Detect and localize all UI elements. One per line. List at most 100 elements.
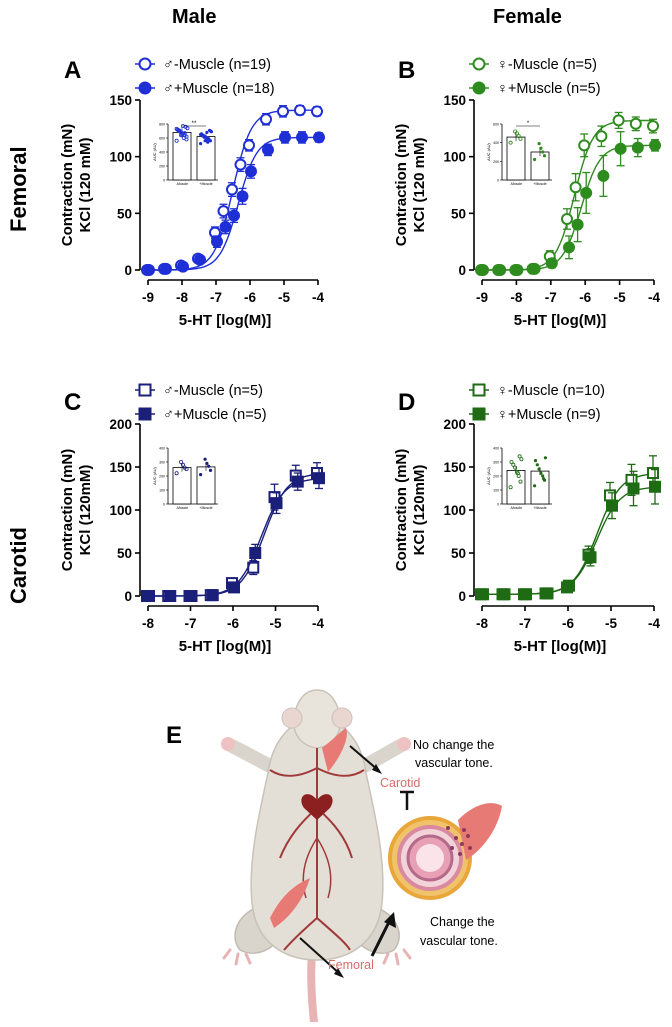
inset-point [182,131,187,136]
x-tick-label: -7 [519,616,531,631]
neck-muscle [322,728,347,772]
left-front-arm [225,739,277,773]
inset-y-tick-label: 300 [159,461,165,465]
panel-e-illustration [200,688,640,1026]
data-point [294,104,306,117]
y-axis-label-line1: Contraction (mN) [393,124,410,247]
y-tick-label: 150 [443,93,466,108]
data-point [234,158,247,171]
perivascular-muscle [458,803,502,860]
inset-category-label: -Muscle [510,182,522,186]
data-point [228,209,240,222]
inset-y-tick-label: 100 [159,489,165,493]
chart-d: D 0 50 100 150 200 -8 -7 -6 -5 -4 5-HT [log(M)] Cont… [393,383,661,655]
inset-bar [196,466,216,505]
panel-a: A 0 50 100 150 -9 -8 -7 -6 -5 -4 5-HT [log(M)] Contr… [48,50,338,350]
inset-point [207,137,211,141]
y-tick-label: 50 [451,206,466,221]
data-point [160,262,172,275]
data-point [164,590,177,602]
data-point [545,257,558,270]
legend-marker [138,81,152,95]
chart-b: B 0 50 100 150 -9 -8 -7 -6 -5 -4 5-HT [log(M)] Contr… [393,57,661,329]
data-point [580,186,593,199]
inset-category-label: -Muscle [176,506,188,510]
data-point [498,588,511,601]
data-point [511,264,524,276]
data-point [649,139,661,152]
y-tick-label: 0 [458,589,466,604]
data-point [236,190,249,203]
x-tick-label: -5 [614,290,626,305]
inset-significance: * [527,121,530,127]
inset-y-tick-label: 800 [159,123,165,127]
data-point [243,139,255,152]
inset-point [206,140,210,144]
data-point [561,213,573,225]
x-tick-label: -6 [579,290,591,305]
y-tick-label: 200 [109,417,132,432]
row-title-femoral: Femoral [6,146,31,232]
change-text-1: Change the [430,915,495,929]
x-tick-label: -4 [648,290,660,305]
data-point [477,264,489,276]
inset-point [516,134,521,139]
inset-y-tick-label: 0 [497,503,499,507]
data-point [597,169,610,182]
data-point [627,482,640,495]
inset-y-label: AUC (AU) [152,466,157,484]
data-point [528,262,541,275]
femoral-label: Femoral [328,958,374,972]
inset-bar [530,151,550,181]
x-tick-label: -7 [210,290,222,305]
y-tick-label: 150 [443,460,466,475]
inset-point [208,468,213,472]
panel-letter: C [64,389,81,416]
column-title-male: Male [172,6,217,28]
leg-muscle [270,878,310,928]
inset-y-label: AUC (AU) [152,142,157,160]
data-point [194,253,206,266]
inset-point [174,138,179,143]
carotid-label: Carotid [380,776,421,790]
x-tick-label: -5 [269,616,281,631]
legend-marker [138,57,152,71]
inset-point [518,136,523,141]
legend-marker [472,81,486,95]
inhibition-marker [400,790,414,810]
data-point [563,579,575,592]
data-point [296,131,308,144]
inset-y-tick-label: 600 [493,123,499,127]
y-tick-label: 0 [124,589,132,604]
data-point [649,480,661,493]
x-tick-label: -7 [545,290,557,305]
data-point [279,131,291,144]
y-tick-label: 0 [124,263,132,278]
inset-y-tick-label: 100 [493,489,499,493]
inset-y-tick-label: 200 [493,475,499,479]
inset-y-tick-label: 200 [159,475,165,479]
x-tick-label: -8 [142,616,154,631]
x-tick-label: -6 [562,616,574,631]
data-point [631,141,644,154]
x-tick-label: -6 [227,616,239,631]
panel-d: D 0 50 100 150 200 -8 -7 -6 -5 -4 5-HT [log(M)] Cont… [382,382,672,672]
inset-point [174,471,179,476]
data-point [541,587,554,600]
data-point [606,499,618,512]
inset-point [533,459,538,463]
inset-point [541,474,545,478]
chart-a: A 0 50 100 150 -9 -8 -7 -6 -5 -4 5-HT [log(M)] Contr… [59,57,325,329]
inset-point [199,132,203,137]
inset-point [203,457,207,461]
inset-point [179,133,184,138]
no-change-text-1: No change the [413,738,495,752]
inset-point [180,462,185,467]
inset-point [174,126,179,131]
y-tick-label: 50 [451,546,466,561]
legend-label: ♂-Muscle (n=19) [163,57,271,73]
y-axis-label-line1: Contraction (mN) [59,124,76,247]
data-point [595,130,608,143]
data-point [245,165,257,178]
data-point [569,181,582,194]
